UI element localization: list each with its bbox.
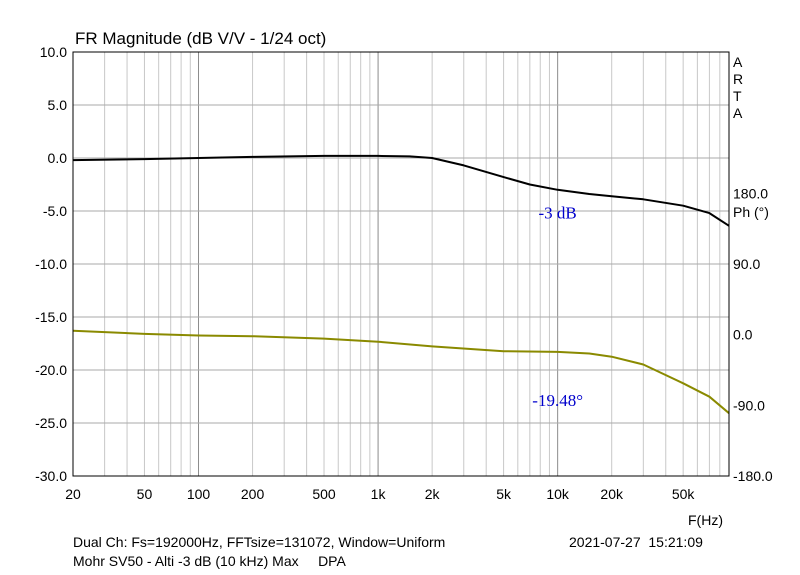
footer-measurement: Mohr SV50 - Alti -3 dB (10 kHz) Max DPA [73, 553, 346, 569]
y2-tick-label: -180.0 [733, 468, 773, 484]
x-axis-label: F(Hz) [688, 512, 723, 528]
y-tick-label: 0.0 [48, 150, 68, 166]
x-tick-label: 500 [312, 486, 336, 502]
y-tick-label: -5.0 [43, 203, 67, 219]
annotations: -3 dB -19.48° [532, 203, 583, 410]
y-axis-ticks: 10.0 5.0 0.0 -5.0 -10.0 -15.0 -20.0 -25.0 -30.0 [35, 44, 67, 484]
y2-axis-label: Ph (°) [733, 204, 769, 220]
footer-timestamp: 2021-07-27 15:21:09 [569, 534, 703, 550]
watermark-letter: A [733, 54, 743, 70]
magnitude-curve [72, 154, 730, 227]
x-axis-ticks: 20 50 100 200 500 1k 2k 5k 10k 20k 50k [65, 486, 695, 502]
curve-annotation: -19.48° [532, 391, 583, 410]
x-tick-label: 200 [241, 486, 265, 502]
x-tick-label: 50 [137, 486, 153, 502]
x-tick-label: 20 [65, 486, 81, 502]
y2-tick-label: 90.0 [733, 256, 760, 272]
x-tick-label: 10k [546, 486, 570, 502]
phase-curve [72, 329, 730, 414]
y-tick-label: -20.0 [35, 362, 67, 378]
y2-tick-label: 180.0 [733, 185, 768, 201]
x-tick-label: 1k [371, 486, 387, 502]
x-tick-label: 20k [600, 486, 624, 502]
y2-tick-label: 0.0 [733, 327, 753, 343]
y-tick-label: -25.0 [35, 415, 67, 431]
y-tick-label: -10.0 [35, 256, 67, 272]
watermark-letter: T [733, 88, 742, 104]
footer-settings: Dual Ch: Fs=192000Hz, FFTsize=131072, Wi… [73, 534, 445, 550]
x-tick-label: 50k [672, 486, 696, 502]
x-tick-label: 5k [496, 486, 512, 502]
y2-axis-ticks: 180.0 90.0 0.0 -90.0 -180.0 [733, 185, 773, 484]
y-tick-label: 10.0 [40, 44, 67, 60]
x-tick-label: 100 [187, 486, 211, 502]
y-tick-label: -15.0 [35, 309, 67, 325]
watermark-letter: R [733, 71, 743, 87]
chart-title: FR Magnitude (dB V/V - 1/24 oct) [75, 29, 326, 48]
y-tick-label: -30.0 [35, 468, 67, 484]
curves [72, 154, 730, 414]
plot-frame [72, 51, 730, 477]
watermark-letter: A [733, 105, 743, 121]
curve-annotation: -3 dB [539, 203, 577, 222]
x-tick-label: 2k [425, 486, 441, 502]
grid-lines [73, 52, 729, 476]
y-tick-label: 5.0 [48, 97, 68, 113]
y2-tick-label: -90.0 [733, 397, 765, 413]
